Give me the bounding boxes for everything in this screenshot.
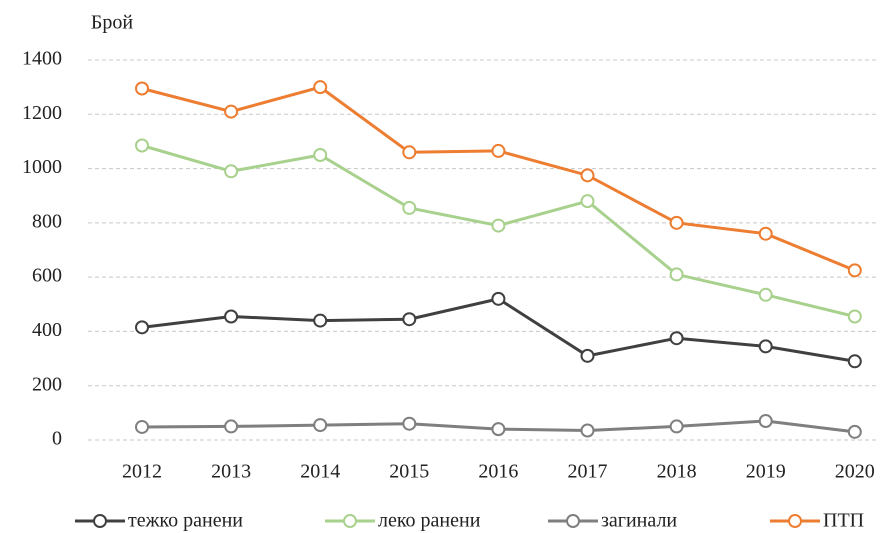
data-point [491,218,506,233]
data-point [669,331,684,346]
y-tick-label: 1000 [22,156,62,178]
y-tick-label: 600 [32,265,62,287]
data-point [224,419,239,434]
y-tick-label: 800 [32,210,62,232]
data-point [491,422,506,437]
data-point [580,423,595,438]
data-point [580,348,595,363]
data-point [135,138,149,153]
data-point [224,104,239,119]
x-tick-label: 2013 [211,461,251,483]
data-point [847,424,862,439]
data-point [224,164,239,179]
data-point [313,80,328,95]
x-tick-label: 2018 [657,461,697,483]
y-tick-label: 1200 [22,102,62,124]
data-point [135,419,149,434]
x-tick-label: 2012 [122,461,162,483]
x-tick-label: 2020 [835,461,875,483]
series-line [141,297,856,363]
data-point [135,320,149,335]
x-tick-label: 2014 [300,461,340,483]
data-point [313,313,328,328]
legend-marker [93,514,107,528]
legend-label: загинали [601,510,677,532]
data-point [491,143,506,158]
data-point [491,291,506,306]
y-tick-label: 400 [32,319,62,341]
data-point [758,287,773,302]
data-point [402,416,417,431]
data-point [313,418,328,433]
data-point [847,354,862,369]
x-tick-label: 2017 [568,461,608,483]
y-axis-label: Брой [91,12,133,34]
data-point [847,309,862,324]
y-tick-label: 0 [52,428,62,450]
data-point [847,263,862,278]
y-tick-label: 1400 [22,48,62,70]
data-point [758,339,773,354]
data-point [758,414,773,428]
data-point [669,419,684,434]
x-tick-label: 2015 [389,461,429,483]
data-point [224,309,239,324]
data-point [135,81,149,96]
legend-label: леко ранени [378,510,481,532]
legend-label: тежко ранени [128,510,243,532]
y-tick-label: 200 [32,373,62,395]
x-tick-label: 2019 [746,461,786,483]
legend-marker [788,514,802,528]
data-point [313,148,328,162]
data-point [669,215,684,230]
legend-marker [343,514,357,528]
data-point [402,312,417,327]
data-point [580,168,595,183]
data-point [402,200,417,215]
legend-marker [566,514,580,528]
legend-label: ПТП [823,510,864,532]
data-point [669,267,684,282]
data-point [580,194,595,209]
data-point [758,226,773,241]
data-point [402,145,417,160]
x-tick-label: 2016 [478,461,518,483]
